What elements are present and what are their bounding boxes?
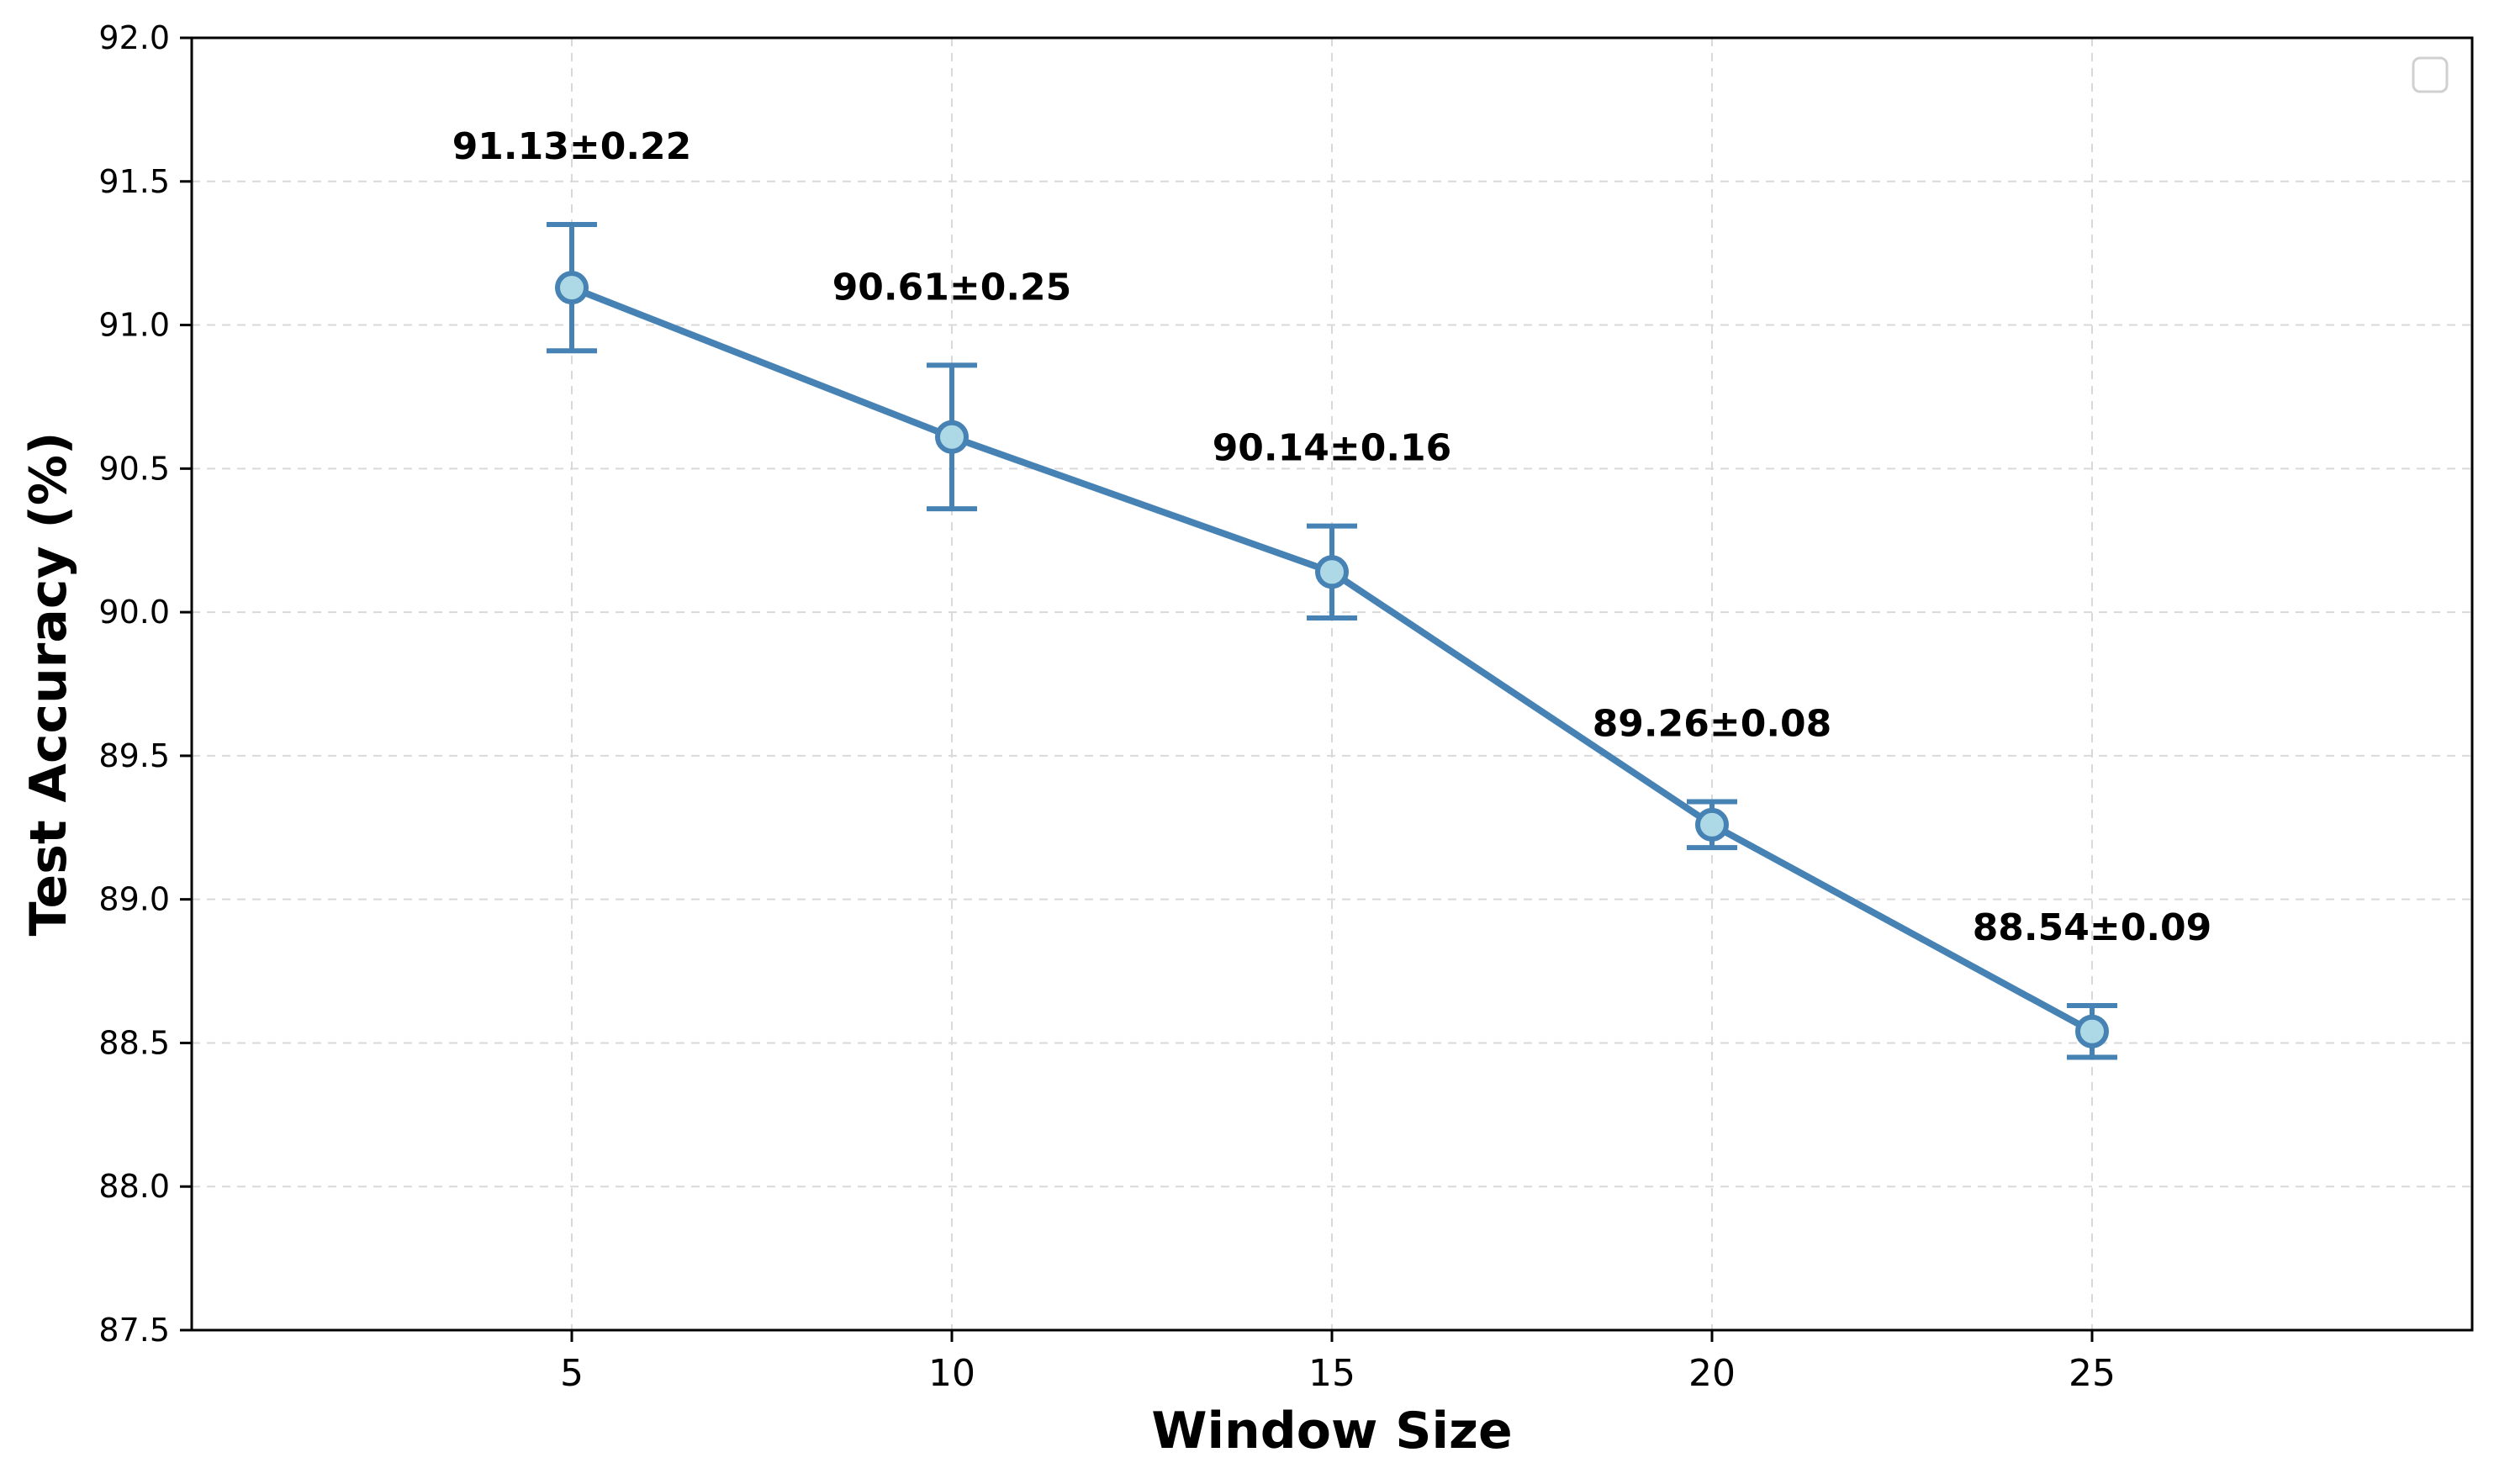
data-label: 90.14±0.16 [1213,427,1452,470]
error-bars [547,222,2117,1060]
x-tick-label: 10 [928,1352,975,1395]
grid-lines [192,38,2472,1330]
y-tick-label: 90.5 [98,450,170,487]
data-point [2075,1014,2109,1048]
y-tick-label: 91.0 [98,307,170,344]
data-label: 88.54±0.09 [1973,906,2212,949]
data-point [1695,807,1729,842]
x-axis-title: Window Size [1151,1402,1512,1460]
data-point [555,271,589,305]
legend-box [2412,56,2449,93]
y-tick-label: 91.5 [98,163,170,200]
x-tick-label: 5 [560,1352,584,1395]
data-label: 90.61±0.25 [832,266,1072,309]
x-tick-label: 20 [1688,1352,1736,1395]
y-tick-label: 90.0 [98,594,170,631]
y-tick-label: 88.0 [98,1168,170,1205]
x-tick-label: 15 [1308,1352,1355,1395]
data-point [935,420,969,454]
y-tick-label: 87.5 [98,1312,170,1349]
x-tick-label: 25 [2069,1352,2116,1395]
y-tick-label: 89.0 [98,881,170,918]
y-tick-label: 88.5 [98,1024,170,1061]
y-tick-label: 89.5 [98,737,170,774]
y-tick-label: 92.0 [98,19,170,56]
y-axis-title: Test Accuracy (%) [19,432,78,937]
plot-area-frame [190,36,2474,1332]
data-point [1315,555,1349,589]
data-labels: 91.13±0.22 90.61±0.25 90.14±0.16 89.26±0.08… [452,125,2212,949]
axis-ticks: 87.5 88.0 88.5 89.0 89.5 90.0 90.5 91.0 91.5 92.0… [98,19,2116,1395]
data-label: 89.26±0.08 [1593,703,1832,746]
data-label: 91.13±0.22 [452,125,692,168]
data-point-markers [555,271,2109,1048]
